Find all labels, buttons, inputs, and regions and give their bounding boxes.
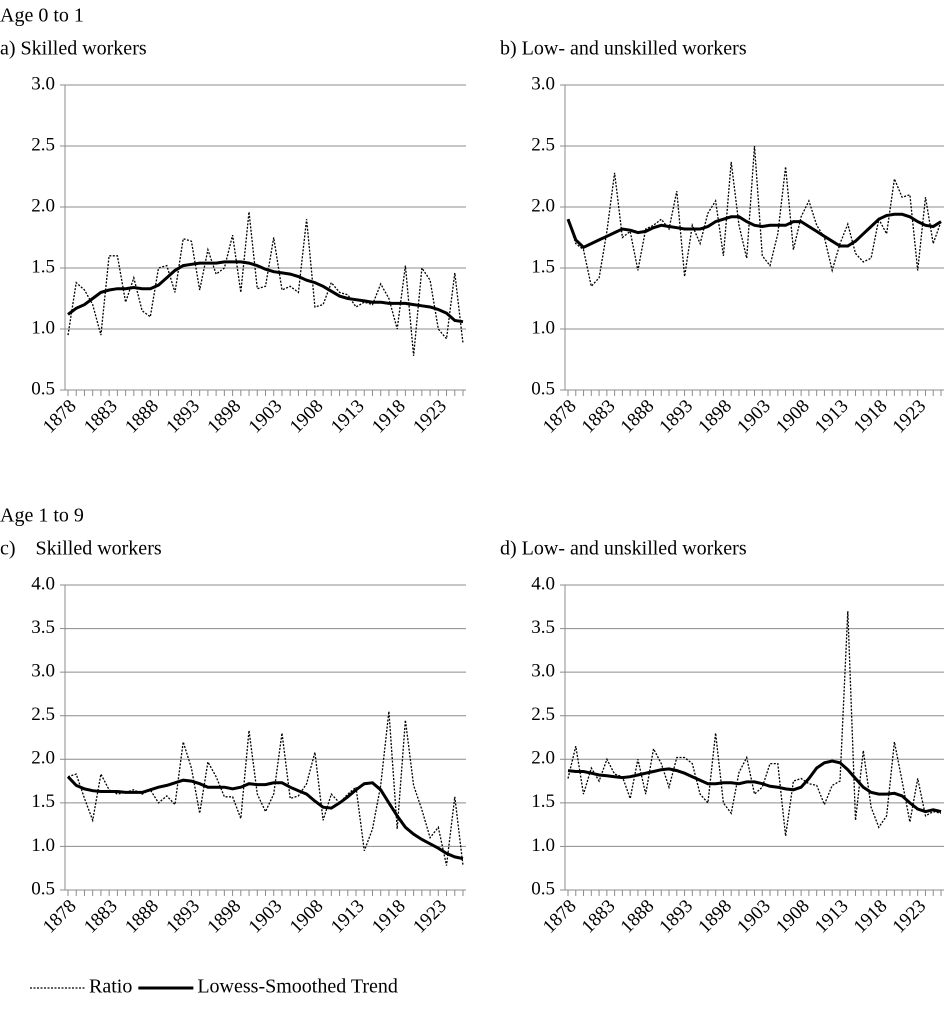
x-tick-label: 1878 bbox=[539, 896, 581, 938]
y-tick-label: 0.5 bbox=[31, 878, 55, 899]
x-tick-label: 1908 bbox=[772, 896, 814, 938]
x-tick-label: 1898 bbox=[694, 896, 736, 938]
x-tick-label: 1888 bbox=[121, 896, 163, 938]
trend-line bbox=[567, 759, 942, 814]
y-tick-label: 2.0 bbox=[531, 748, 555, 769]
x-tick-label: 1883 bbox=[80, 896, 122, 938]
x-tick-label: 1913 bbox=[811, 396, 853, 438]
trend-line bbox=[67, 260, 464, 324]
y-tick-label: 3.5 bbox=[31, 617, 55, 638]
y-tick-label: 3.0 bbox=[31, 661, 55, 682]
y-tick-label: 2.5 bbox=[31, 134, 55, 155]
x-tick-label: 1908 bbox=[286, 396, 328, 438]
chart-title: a) Skilled workers bbox=[0, 38, 147, 60]
y-tick-label: 1.5 bbox=[531, 256, 555, 277]
y-tick-label: 2.0 bbox=[31, 195, 55, 216]
x-tick-label: 1883 bbox=[578, 396, 620, 438]
y-tick-label: 2.0 bbox=[531, 195, 555, 216]
y-tick-label: 1.5 bbox=[531, 791, 555, 812]
x-tick-label: 1878 bbox=[539, 396, 581, 438]
x-tick-label: 1918 bbox=[850, 896, 892, 938]
y-tick-label: 3.0 bbox=[31, 73, 55, 94]
x-tick-label: 1923 bbox=[409, 896, 451, 938]
x-tick-label: 1893 bbox=[162, 396, 204, 438]
x-tick-label: 1903 bbox=[245, 396, 287, 438]
y-tick-label: 2.0 bbox=[31, 748, 55, 769]
group-label: Age 1 to 9 bbox=[0, 505, 84, 527]
y-tick-label: 1.0 bbox=[531, 317, 555, 338]
x-tick-label: 1903 bbox=[733, 396, 775, 438]
trend-line bbox=[66, 775, 464, 861]
x-tick-label: 1878 bbox=[39, 396, 81, 438]
x-tick-label: 1893 bbox=[162, 896, 204, 938]
x-tick-label: 1888 bbox=[617, 896, 659, 938]
ratio-line bbox=[67, 211, 464, 356]
x-tick-label: 1923 bbox=[409, 396, 451, 438]
y-tick-label: 2.5 bbox=[531, 134, 555, 155]
group-label: Age 0 to 1 bbox=[0, 5, 84, 27]
y-tick-label: 3.0 bbox=[531, 73, 555, 94]
x-tick-label: 1898 bbox=[203, 896, 245, 938]
y-tick-label: 2.5 bbox=[31, 704, 55, 725]
y-tick-label: 1.5 bbox=[31, 256, 55, 277]
y-tick-label: 4.0 bbox=[531, 573, 555, 594]
x-tick-label: 1888 bbox=[121, 396, 163, 438]
x-tick-label: 1923 bbox=[889, 396, 931, 438]
x-tick-label: 1883 bbox=[578, 896, 620, 938]
ratio-line bbox=[67, 711, 464, 866]
y-tick-label: 1.0 bbox=[31, 835, 55, 856]
chart-title: c) Skilled workers bbox=[0, 538, 162, 560]
x-tick-label: 1923 bbox=[889, 896, 931, 938]
x-tick-label: 1893 bbox=[655, 896, 697, 938]
y-tick-label: 2.5 bbox=[531, 704, 555, 725]
y-tick-label: 3.0 bbox=[531, 661, 555, 682]
legend-label: Lowess-Smoothed Trend bbox=[197, 976, 398, 998]
ratio-line bbox=[567, 611, 942, 837]
x-tick-label: 1903 bbox=[245, 896, 287, 938]
x-tick-label: 1918 bbox=[368, 396, 410, 438]
trend-line bbox=[566, 212, 942, 250]
y-tick-label: 4.0 bbox=[31, 573, 55, 594]
x-tick-label: 1888 bbox=[617, 396, 659, 438]
x-tick-label: 1913 bbox=[327, 396, 369, 438]
x-tick-label: 1893 bbox=[655, 396, 697, 438]
y-tick-label: 0.5 bbox=[31, 378, 55, 399]
chart-title: b) Low- and unskilled workers bbox=[500, 38, 747, 60]
y-tick-label: 0.5 bbox=[531, 378, 555, 399]
legend-label: Ratio bbox=[89, 976, 132, 998]
x-tick-label: 1908 bbox=[772, 396, 814, 438]
y-tick-label: 3.5 bbox=[531, 617, 555, 638]
x-tick-label: 1908 bbox=[286, 896, 328, 938]
y-tick-label: 1.0 bbox=[531, 835, 555, 856]
chart-title: d) Low- and unskilled workers bbox=[500, 538, 747, 560]
x-tick-label: 1903 bbox=[733, 896, 775, 938]
y-tick-label: 1.0 bbox=[31, 317, 55, 338]
x-tick-label: 1878 bbox=[39, 896, 81, 938]
x-tick-label: 1913 bbox=[811, 896, 853, 938]
x-tick-label: 1913 bbox=[327, 896, 369, 938]
y-tick-label: 0.5 bbox=[531, 878, 555, 899]
x-tick-label: 1918 bbox=[368, 896, 410, 938]
x-tick-label: 1898 bbox=[203, 396, 245, 438]
x-tick-label: 1898 bbox=[694, 396, 736, 438]
x-tick-label: 1883 bbox=[80, 396, 122, 438]
y-tick-label: 1.5 bbox=[31, 791, 55, 812]
x-tick-label: 1918 bbox=[850, 396, 892, 438]
